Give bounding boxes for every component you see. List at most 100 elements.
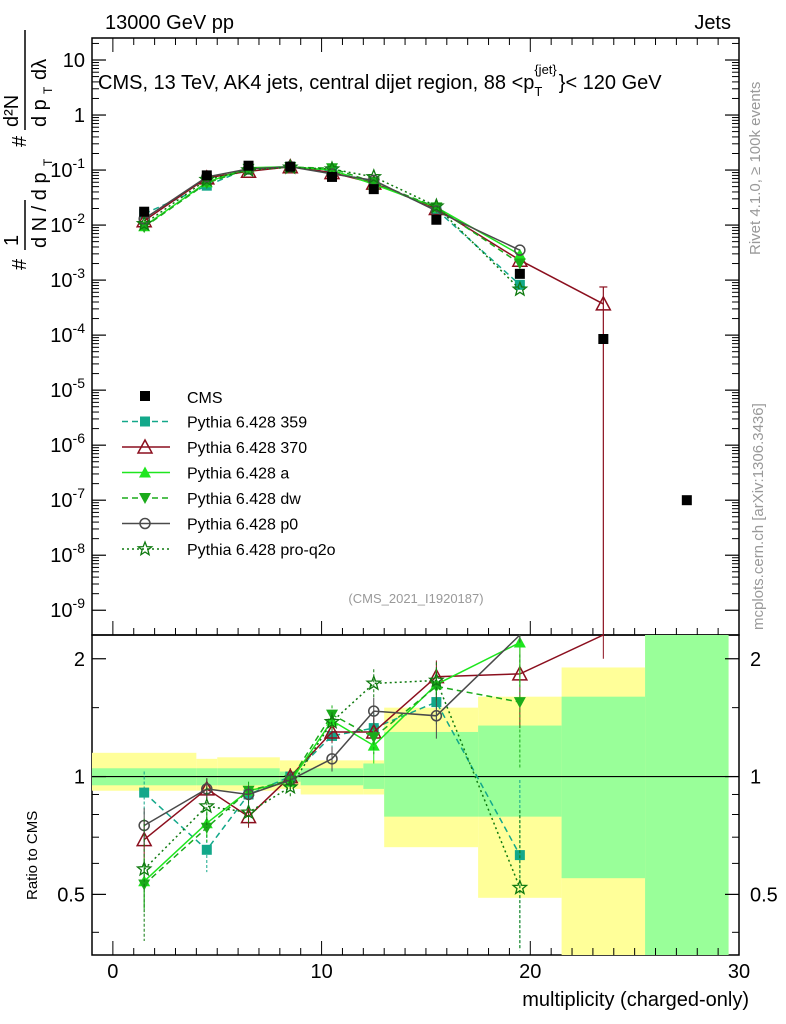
ratio-point-pythia-6-428-pro-q2o — [281, 778, 299, 795]
y-tick-label: 10-1 — [50, 155, 85, 182]
header-right: Jets — [694, 12, 731, 34]
ratio-band-stat — [645, 635, 729, 955]
ratio-point-pythia-6-428-pro-q2o — [240, 803, 257, 820]
svg-text:T: T — [41, 158, 55, 166]
series-point-pythia-6-428-pro-q2o — [428, 197, 445, 214]
y-tick-label: 10-5 — [50, 375, 85, 402]
svg-text:T: T — [41, 86, 55, 94]
y-tick-label: 10-8 — [50, 540, 85, 567]
legend-label: Pythia 6.428 370 — [187, 440, 307, 457]
ratio-point-pythia-6-428-dw — [367, 732, 380, 744]
ratio-tick-label-right: 0.5 — [750, 884, 778, 906]
series-line-pythia-6-428-dw — [143, 166, 521, 265]
mcplots-label: mcplots.cern.ch [arXiv:1306.3436] — [750, 403, 767, 630]
chart-title-end: }< 120 GeV — [559, 72, 663, 94]
ratio-panel-frame — [91, 634, 740, 956]
y-tick-exponent: -3 — [73, 265, 86, 281]
ratio-point-pythia-6-428-pro-q2o — [135, 860, 153, 877]
series-point-pythia-6-428-p0 — [514, 244, 526, 256]
analysis-watermark: (CMS_2021_I1920187) — [348, 591, 483, 606]
y-tick-exponent: -7 — [73, 485, 86, 501]
legend-marker — [136, 540, 154, 557]
y-tick-label: 10-4 — [50, 320, 85, 347]
legend-marker — [140, 416, 150, 427]
ratio-tick-label: 1 — [74, 767, 85, 789]
data-point-cms — [681, 495, 692, 506]
ratio-point-pythia-6-428-359 — [139, 787, 150, 798]
svg-text:1: 1 — [1, 235, 23, 246]
y-tick-label: 10-6 — [50, 430, 85, 457]
ratio-band-stat — [384, 731, 479, 817]
y-tick-label: 10-3 — [50, 265, 85, 292]
y-tick-label: 10-2 — [50, 210, 85, 237]
ratio-point-pythia-6-428-pro-q2o — [427, 671, 445, 688]
y-tick-base: 10 — [50, 380, 72, 402]
ratio-point-pythia-6-428-p0 — [430, 710, 443, 722]
data-point-cms — [139, 206, 150, 217]
ratio-tick-label-right: 1 — [750, 767, 761, 789]
series-point-pythia-6-428-dw — [513, 258, 526, 270]
data-point-cms — [201, 170, 212, 181]
legend-marker — [139, 517, 151, 530]
y-tick-exponent: -9 — [73, 595, 86, 611]
y-tick-label: 10-7 — [50, 485, 85, 512]
x-tick-label: 0 — [107, 961, 118, 983]
ratio-tick-label: 2 — [74, 649, 85, 671]
chart-title: CMS, 13 TeV, AK4 jets, central dijet reg… — [98, 62, 662, 99]
y-tick-exponent: -5 — [73, 375, 86, 391]
legend: CMS Pythia 6.428 359 Pythia 6.428 370 Pythi… — [122, 390, 336, 559]
y-tick-base: 10 — [50, 270, 72, 292]
header-left: 13000 GeV pp — [105, 12, 234, 34]
series-line-pythia-6-428-p0 — [143, 165, 521, 251]
data-point-cms — [431, 214, 442, 225]
y-tick-base: 10 — [50, 325, 72, 347]
y-tick-exponent: -4 — [73, 320, 86, 336]
series-line-pythia-6-428-pro-q2o — [143, 166, 521, 290]
x-tick-label: 20 — [519, 961, 541, 983]
legend-marker-cms — [140, 391, 150, 401]
ratio-point-pythia-6-428-dw — [200, 822, 213, 834]
y-tick-exponent: -8 — [73, 540, 86, 556]
ratio-tick-label: 0.5 — [57, 884, 85, 906]
legend-label: Pythia 6.428 359 — [187, 415, 307, 432]
y-tick-label: 10-9 — [50, 595, 85, 622]
y-tick-base: 10 — [50, 160, 72, 182]
x-tick-label: 10 — [310, 961, 332, 983]
series-point-pythia-6-428-pro-q2o — [198, 170, 216, 187]
y-tick-base: 10 — [50, 435, 72, 457]
ratio-line-pythia-6-428-dw — [143, 685, 521, 886]
ratio-band-stat — [561, 696, 646, 879]
y-tick-exponent: -1 — [73, 155, 86, 171]
chart-title-sub: T — [534, 84, 542, 99]
main-series — [135, 158, 612, 311]
ratio-axis-label: Ratio to CMS — [24, 811, 41, 900]
chart-title-main: CMS, 13 TeV, AK4 jets, central dijet reg… — [98, 72, 534, 94]
data-point-cms — [368, 184, 379, 195]
y-tick-base: 10 — [50, 490, 72, 512]
legend-marker — [139, 493, 151, 504]
ratio-point-pythia-6-428-p0 — [326, 753, 338, 765]
y-tick-exponent: -2 — [73, 210, 86, 226]
ratio-point-pythia-6-428-370 — [323, 723, 341, 739]
ratio-series — [135, 634, 604, 951]
legend-label: Pythia 6.428 p0 — [187, 517, 298, 534]
ratio-axis: 0.5 0.5 1 1 2 2 — [57, 649, 778, 933]
x-tick-label: 30 — [728, 961, 750, 983]
data-point-cms — [285, 161, 296, 172]
legend-label: Pythia 6.428 pro-q2o — [187, 542, 336, 559]
svg-text:d p: d p — [29, 99, 51, 127]
series-point-pythia-6-428-pro-q2o — [135, 215, 153, 232]
y-tick-label: 10 — [63, 50, 85, 72]
ratio-point-pythia-6-428-pro-q2o — [198, 797, 216, 814]
y-tick-base: 10 — [50, 600, 72, 622]
svg-text:d N / d p: d N / d p — [29, 172, 51, 248]
ratio-point-pythia-6-428-pro-q2o — [365, 674, 383, 691]
ratio-bands — [92, 635, 729, 955]
y-axis-label: # 1 d N / d p T # d²N d p T dλ — [1, 30, 55, 270]
legend-label: Pythia 6.428 a — [187, 466, 289, 483]
series-point-pythia-6-428-pro-q2o — [511, 280, 529, 297]
rivet-label: Rivet 4.1.0, ≥ 100k events — [747, 82, 764, 255]
chart-title-sup: {jet} — [534, 62, 557, 77]
y-tick-base: 10 — [50, 215, 72, 237]
